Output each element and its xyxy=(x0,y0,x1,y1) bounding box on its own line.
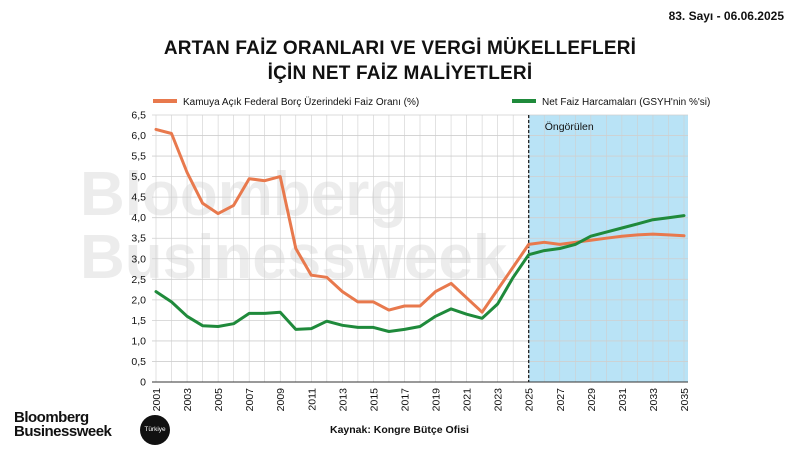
y-tick-label: 1,5 xyxy=(131,315,146,327)
x-tick-label: 2021 xyxy=(462,388,474,412)
plot-area: 0 0,5 1,0 1,5 2,0 2,5 3,0 3,5 4,0 4,5 5,0 5,5 6,0 6,5… xyxy=(131,110,691,412)
y-tick-label: 3,0 xyxy=(131,253,146,265)
x-tick-label: 2017 xyxy=(399,388,411,412)
x-tick-label: 2005 xyxy=(213,388,225,412)
x-tick-label: 2001 xyxy=(151,388,163,412)
series-line-2 xyxy=(154,214,686,333)
y-tick-label: 6,5 xyxy=(131,110,146,122)
x-tick-label: 2029 xyxy=(586,388,598,412)
x-tick-label: 2027 xyxy=(555,388,567,412)
chart-title-line-2: İÇİN NET FAİZ MALİYETLERİ xyxy=(267,63,533,84)
x-tick-label: 2007 xyxy=(244,388,256,412)
x-tick-label: 2003 xyxy=(182,388,194,412)
y-tick-label: 2,5 xyxy=(131,274,146,286)
y-tick-label: 1,0 xyxy=(131,335,146,347)
y-tick-label: 4,0 xyxy=(131,212,146,224)
x-tick-label: 2015 xyxy=(368,388,380,412)
turkiye-badge: Türkiye xyxy=(140,415,170,445)
y-tick-label: 5,5 xyxy=(131,151,146,163)
x-tick-label: 2013 xyxy=(337,388,349,412)
chart-title: ARTAN FAİZ ORANLARI VE VERGİ MÜKELLEFLER… xyxy=(0,36,800,86)
x-tick-label: 2031 xyxy=(617,388,629,412)
y-tick-label: 3,5 xyxy=(131,233,146,245)
brand-logo: Bloomberg Businessweek xyxy=(14,409,112,440)
x-tick-label: 2033 xyxy=(648,388,660,412)
source-note: Kaynak: Kongre Bütçe Ofisi xyxy=(330,424,469,436)
chart-title-line-1: ARTAN FAİZ ORANLARI VE VERGİ MÜKELLEFLER… xyxy=(163,38,637,59)
x-tick-label: 2011 xyxy=(306,388,318,411)
y-tick-label: 6,0 xyxy=(131,130,146,142)
x-tick-label: 2035 xyxy=(679,388,691,412)
brand-logo-line-2: Businessweek xyxy=(14,423,112,440)
series-line-1 xyxy=(154,127,686,314)
legend: Kamuya Açık Federal Borç Üzerindeki Faiz… xyxy=(153,96,710,108)
x-tick-label: 2025 xyxy=(524,388,536,412)
issue-date: 83. Sayı - 06.06.2025 xyxy=(668,9,784,23)
x-tick-label: 2019 xyxy=(431,388,443,412)
y-tick-label: 2,0 xyxy=(131,294,146,306)
y-tick-label: 0 xyxy=(140,377,146,389)
y-tick-label: 4,5 xyxy=(131,192,146,204)
x-tick-label: 2023 xyxy=(493,388,505,412)
forecast-label: Öngörülen xyxy=(545,121,594,133)
y-tick-label: 0,5 xyxy=(131,356,146,368)
brand-logo-line-1: Bloomberg xyxy=(14,409,89,426)
legend-label-2: Net Faiz Harcamaları (GSYH'nin %'si) xyxy=(542,97,710,108)
legend-label-1: Kamuya Açık Federal Borç Üzerindeki Faiz… xyxy=(183,96,419,108)
y-tick-label: 5,0 xyxy=(131,171,146,183)
x-tick-label: 2009 xyxy=(275,388,287,412)
